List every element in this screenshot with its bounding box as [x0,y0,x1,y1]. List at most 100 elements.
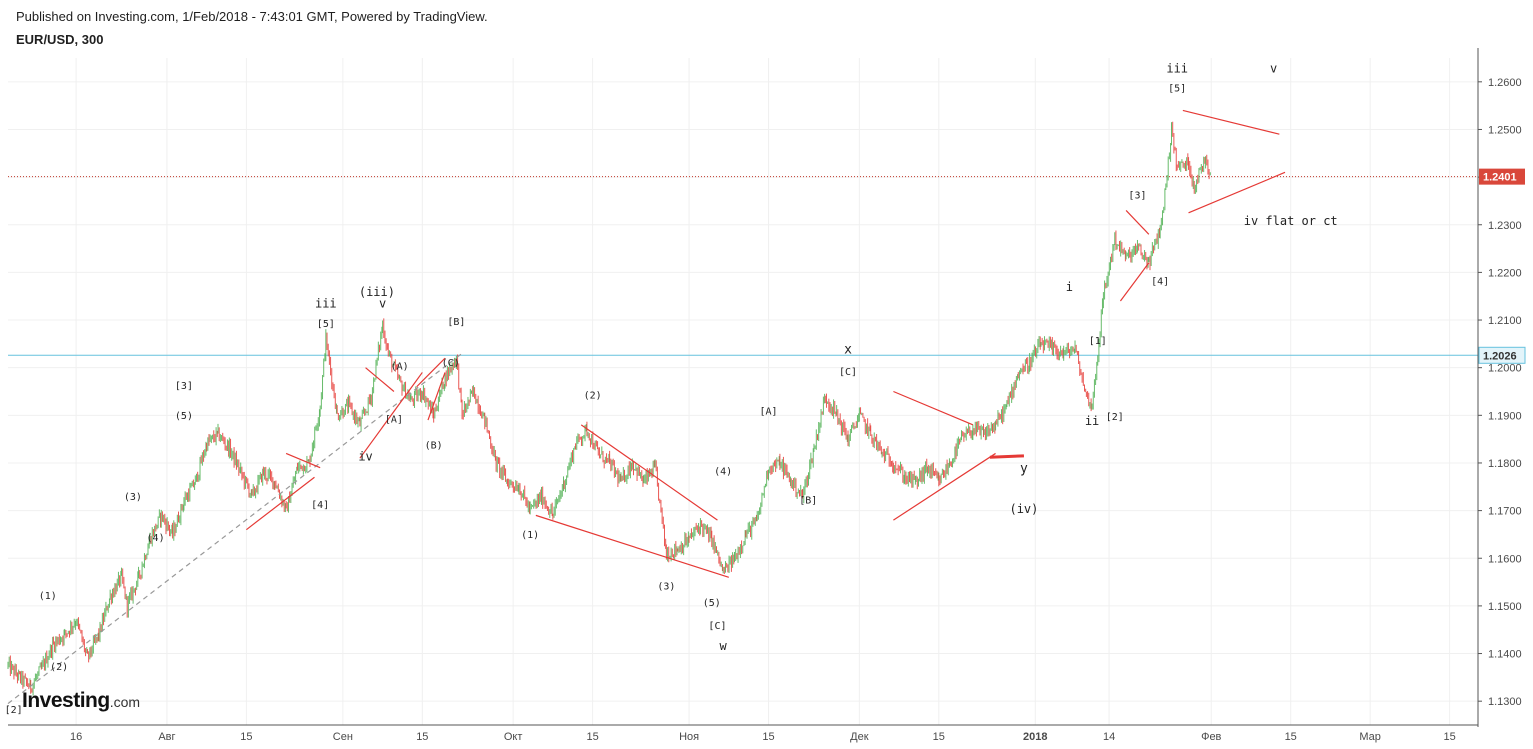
wave-label: (2) [50,662,68,673]
last-price-label: 1.2401 [1483,172,1517,184]
wave-label: [3] [175,381,193,392]
y-tick-label: 1.1900 [1488,410,1522,422]
symbol-title: EUR/USD, 300 [16,32,104,47]
wave-label: (4) [147,533,165,544]
y-tick-label: 1.1500 [1488,601,1522,613]
wave-label: [4] [311,500,329,511]
wave-label: [A] [385,414,403,425]
x-tick-label: Авг [158,731,175,743]
wave-label: [1] [1089,336,1107,347]
y-tick-label: 1.1300 [1488,696,1522,708]
wave-label: i [1066,280,1073,294]
wave-label: iii [1166,61,1188,75]
wave-label: [4] [1151,276,1169,287]
y-tick-label: 1.2100 [1488,315,1522,327]
price-axis[interactable]: 1.26001.25001.24001.23001.22001.21001.20… [1477,48,1526,727]
trend-line [285,452,321,469]
wave-label: [C] [708,621,726,632]
x-tick-label: 15 [1285,731,1297,743]
wave-label: [5] [1168,83,1186,94]
trend-line [1188,171,1286,214]
wave-label: (iv) [1009,502,1038,516]
trend-line [359,372,423,459]
trend-line [7,352,463,705]
wave-label: [2] [1106,412,1124,423]
candles-layer [7,121,1211,696]
x-tick-label: Окт [504,731,523,743]
wave-label: [C] [839,367,857,378]
trend-line [893,452,996,521]
trend-line [365,367,395,392]
trend-line [989,454,1025,459]
x-tick-label: Сен [333,731,353,743]
trend-line [427,372,446,421]
x-tick-label: Мар [1359,731,1381,743]
trend-line [1125,210,1150,235]
x-tick-label: 15 [416,731,428,743]
y-tick-label: 1.2500 [1488,124,1522,136]
trend-line [1119,262,1150,302]
logo-main: Investing [22,689,110,712]
trend-line [1182,109,1280,135]
wave-label: (A) [391,362,409,373]
y-tick-label: 1.2000 [1488,363,1522,375]
wave-label: iv flat or ct [1244,214,1338,228]
wave-label: (1) [521,530,539,541]
wave-labels-layer: [2](1)(2)(3)(4)[3](5)[4]iii[5]iv(iii)v(A… [5,61,1338,716]
level-label: 1.2026 [1483,350,1517,362]
x-tick-label: 15 [933,731,945,743]
trend-line [893,390,974,426]
wave-label: [2] [5,705,23,716]
wave-label: (B) [425,441,443,452]
x-tick-label: Ноя [679,731,699,743]
level-tag [1478,346,1526,364]
y-tick-label: 1.1800 [1488,458,1522,470]
chart-header: Published on Investing.com, 1/Feb/2018 -… [16,9,488,48]
published-caption: Published on Investing.com, 1/Feb/2018 -… [16,9,488,24]
x-tick-label: 15 [1443,731,1455,743]
wave-label: (3) [657,582,675,593]
trend-lines-layer [7,109,1286,705]
chart-grid [8,58,1478,725]
x-tick-label: Дек [850,731,869,743]
y-tick-label: 1.2300 [1488,220,1522,232]
wave-label: (4) [714,466,732,477]
x-tick-label: Фев [1201,731,1221,743]
trend-line [580,424,718,521]
wave-label: v [379,297,386,311]
y-tick-label: 1.2600 [1488,77,1522,89]
wave-label: (C) [442,358,460,369]
wave-label: (5) [703,598,721,609]
trend-line [416,357,446,388]
x-tick-label: 15 [586,731,598,743]
x-tick-label: 14 [1103,731,1115,743]
logo-suffix: .com [109,694,141,710]
y-tick-label: 1.1400 [1488,649,1522,661]
x-tick-label: 15 [240,731,252,743]
wave-label: x [844,342,852,357]
wave-label: y [1020,461,1028,476]
wave-label: ii [1085,414,1099,428]
x-tick-label: 15 [762,731,774,743]
wave-label: (1) [39,591,57,602]
price-levels [8,176,1478,356]
wave-label: [B] [447,317,465,328]
x-tick-label: 16 [70,731,82,743]
wave-label: [A] [760,406,778,417]
y-tick-label: 1.1600 [1488,553,1522,565]
wave-label: [3] [1128,191,1146,202]
trend-line [246,476,315,531]
investing-logo: Investing.com [22,689,140,713]
time-axis[interactable]: 16 Авг 15 Сен 15 Окт 15 Ноя 15 Дек 15 2018 14 Фев 15 Ма… [8,724,1478,743]
wave-label: [5] [317,319,335,330]
wave-label: (iii) [359,285,395,299]
wave-label: v [1270,61,1277,75]
wave-label: (5) [175,411,193,422]
wave-label: [B] [799,495,817,506]
trend-line [535,514,729,578]
wave-label: w [720,639,728,653]
wave-label: (2) [584,391,602,402]
wave-label: (3) [124,492,142,503]
x-tick-label: 2018 [1023,731,1047,743]
